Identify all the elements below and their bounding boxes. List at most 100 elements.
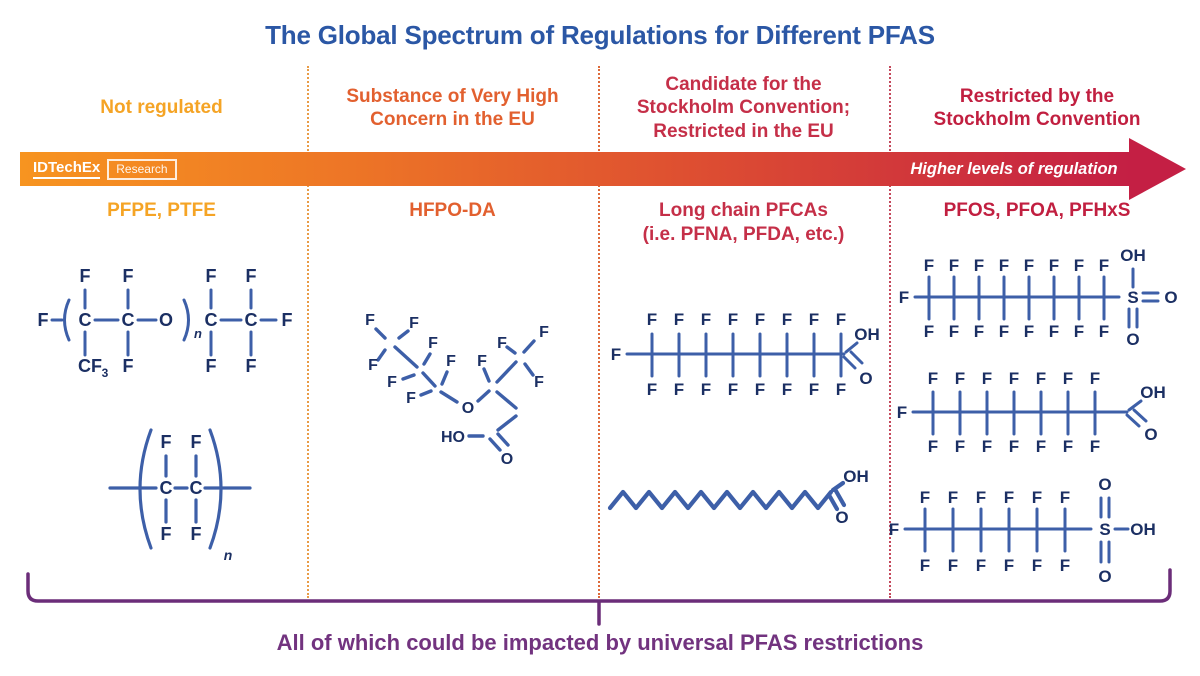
svg-text:O: O	[1098, 475, 1111, 494]
svg-text:F: F	[1049, 256, 1059, 275]
svg-text:F: F	[1024, 322, 1034, 341]
svg-text:F: F	[409, 315, 419, 332]
column-header-not-regulated: Not regulated	[100, 97, 223, 119]
svg-text:F: F	[889, 520, 899, 539]
svg-text:F: F	[1024, 256, 1034, 275]
idtechex-logo-text: IDTechEx	[33, 159, 101, 179]
svg-text:C: C	[205, 310, 218, 330]
svg-text:F: F	[477, 353, 487, 370]
column-header-svhc: Substance of Very High Concern in the EU	[346, 85, 559, 130]
svg-text:F: F	[674, 310, 684, 329]
svg-text:F: F	[1090, 369, 1100, 388]
svg-text:CF: CF	[78, 356, 102, 376]
svg-text:n: n	[224, 547, 233, 563]
svg-text:F: F	[1049, 322, 1059, 341]
svg-text:F: F	[755, 310, 765, 329]
svg-text:F: F	[974, 322, 984, 341]
structure-pfos: F F F F F F F F F F F F F F F F F S OH O O	[895, 243, 1185, 358]
svg-text:OH: OH	[1120, 246, 1146, 265]
page-title: The Global Spectrum of Regulations for D…	[265, 20, 935, 50]
svg-text:F: F	[1090, 437, 1100, 456]
column-divider-1	[307, 66, 309, 598]
svg-text:F: F	[206, 356, 217, 376]
svg-text:F: F	[1099, 322, 1109, 341]
svg-text:F: F	[246, 266, 257, 286]
chemical-group-label-2: HFPO-DA	[409, 200, 496, 221]
svg-text:F: F	[836, 380, 846, 399]
svg-text:F: F	[1074, 256, 1084, 275]
structure-pfoa: F F F F F F F F F F F F F F F OH O	[893, 360, 1179, 461]
svg-text:F: F	[539, 324, 549, 341]
svg-text:F: F	[897, 403, 907, 422]
svg-text:F: F	[1032, 556, 1042, 575]
svg-text:F: F	[924, 322, 934, 341]
svg-text:F: F	[976, 556, 986, 575]
svg-text:F: F	[1004, 488, 1014, 507]
svg-text:F: F	[948, 488, 958, 507]
svg-text:F: F	[701, 310, 711, 329]
column-header-candidate: Candidate for the Stockholm Convention; …	[636, 74, 851, 142]
svg-text:F: F	[955, 369, 965, 388]
regulation-arrow-band: IDTechEx Research	[20, 152, 1130, 186]
svg-text:F: F	[920, 556, 930, 575]
column-divider-2	[598, 66, 600, 598]
chemical-group-label-1: PFPE, PTFE	[107, 200, 216, 221]
svg-text:HO: HO	[441, 429, 465, 446]
svg-text:C: C	[245, 310, 258, 330]
svg-text:F: F	[999, 256, 1009, 275]
svg-text:F: F	[123, 356, 134, 376]
svg-text:F: F	[899, 288, 909, 307]
svg-text:F: F	[782, 380, 792, 399]
svg-text:F: F	[809, 310, 819, 329]
svg-text:C: C	[122, 310, 135, 330]
idtechex-logo: IDTechEx Research	[33, 158, 177, 180]
svg-text:F: F	[701, 380, 711, 399]
svg-text:F: F	[282, 310, 293, 330]
svg-text:F: F	[1036, 437, 1046, 456]
svg-text:F: F	[836, 310, 846, 329]
svg-text:O: O	[1164, 288, 1177, 307]
svg-text:O: O	[835, 508, 848, 527]
svg-text:F: F	[365, 312, 375, 329]
svg-text:F: F	[647, 380, 657, 399]
svg-text:F: F	[728, 380, 738, 399]
arrow-head	[1129, 138, 1186, 200]
svg-text:C: C	[190, 478, 203, 498]
svg-text:F: F	[161, 524, 172, 544]
arrow-caption: Higher levels of regulation	[910, 159, 1118, 178]
svg-text:F: F	[1063, 437, 1073, 456]
svg-text:F: F	[1074, 322, 1084, 341]
svg-text:O: O	[859, 369, 872, 388]
svg-text:F: F	[976, 488, 986, 507]
svg-text:F: F	[928, 369, 938, 388]
svg-text:F: F	[647, 310, 657, 329]
bottom-bracket	[26, 568, 1172, 626]
svg-text:F: F	[755, 380, 765, 399]
svg-text:OH: OH	[1130, 520, 1156, 539]
svg-text:F: F	[611, 345, 621, 364]
structure-long-pfca: F F F F F F F F F F F F F F F F F OH O	[608, 304, 884, 407]
svg-text:F: F	[1060, 488, 1070, 507]
svg-text:S: S	[1127, 288, 1138, 307]
svg-text:O: O	[1126, 330, 1139, 349]
svg-text:F: F	[38, 310, 49, 330]
svg-text:F: F	[406, 390, 416, 407]
svg-text:F: F	[123, 266, 134, 286]
svg-text:F: F	[674, 380, 684, 399]
svg-text:F: F	[920, 488, 930, 507]
svg-text:OH: OH	[843, 467, 869, 486]
svg-text:O: O	[159, 310, 173, 330]
column-divider-3	[889, 66, 891, 598]
svg-text:OH: OH	[1140, 383, 1166, 402]
svg-text:O: O	[1144, 425, 1157, 444]
svg-text:F: F	[191, 524, 202, 544]
svg-text:F: F	[924, 256, 934, 275]
svg-text:F: F	[368, 357, 378, 374]
svg-text:F: F	[728, 310, 738, 329]
column-header-restricted: Restricted by the Stockholm Convention	[933, 85, 1141, 130]
svg-text:C: C	[79, 310, 92, 330]
svg-text:F: F	[191, 432, 202, 452]
svg-text:S: S	[1099, 520, 1110, 539]
svg-text:F: F	[246, 356, 257, 376]
